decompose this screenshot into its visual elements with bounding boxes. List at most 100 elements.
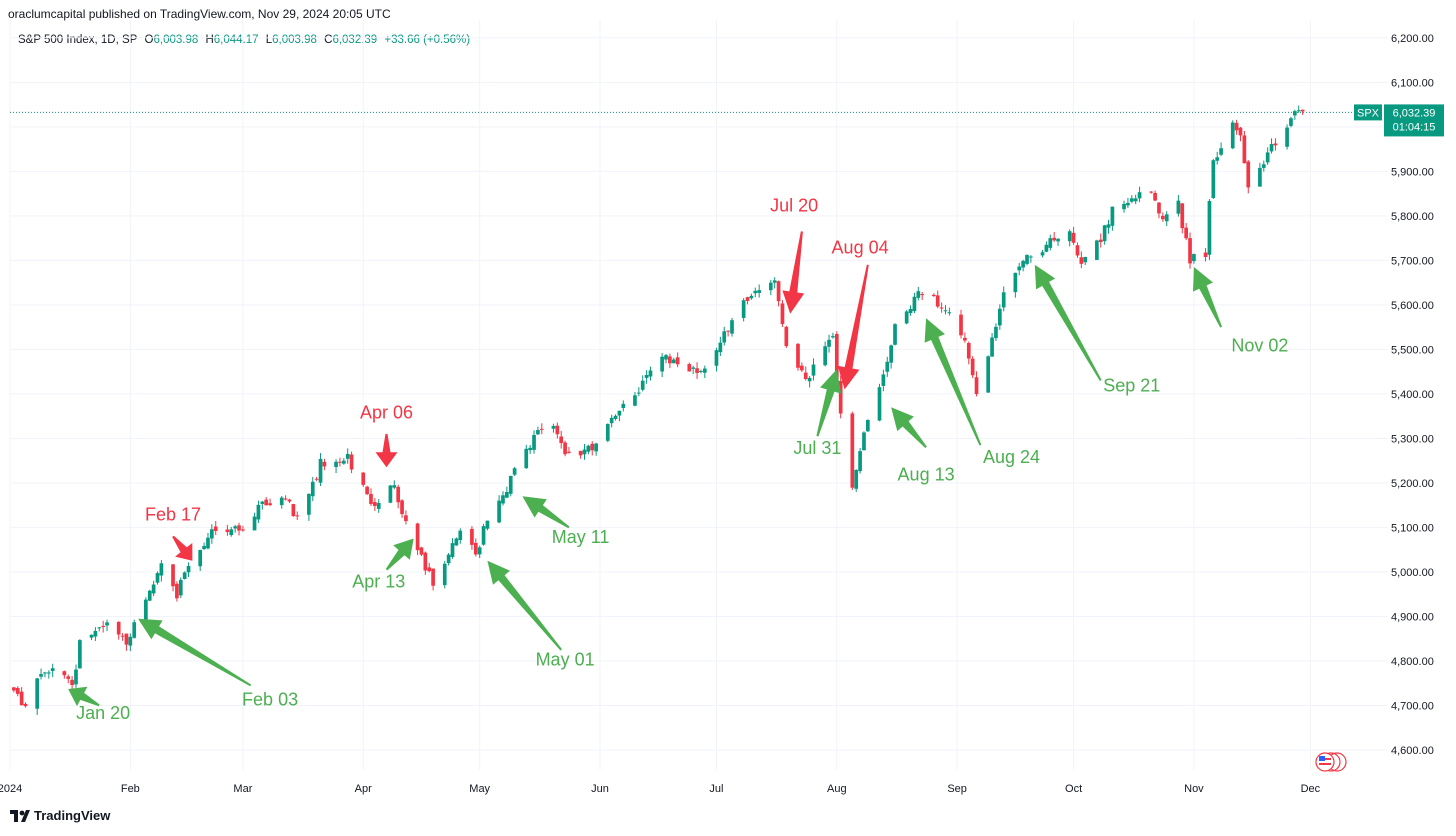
legend-low-label: L xyxy=(265,34,273,46)
candle-body xyxy=(590,443,595,451)
flag-stripe xyxy=(1319,763,1331,765)
candle-body xyxy=(322,461,327,467)
candle-body xyxy=(757,290,762,293)
annotation-arrow xyxy=(1034,264,1102,381)
candle-body xyxy=(1129,198,1134,202)
candle-body xyxy=(392,485,397,488)
candle-body xyxy=(718,342,723,353)
time-tick-label: Nov xyxy=(1184,783,1204,795)
candle-body xyxy=(128,636,133,646)
candle-body xyxy=(1234,122,1239,131)
candle-body xyxy=(485,520,490,529)
candle-body xyxy=(237,525,241,531)
annotation-label: Sep 21 xyxy=(1103,376,1160,396)
candle-body xyxy=(78,640,82,669)
candle-body xyxy=(582,449,587,455)
candle-body xyxy=(264,499,269,506)
flag-canton xyxy=(1319,756,1325,761)
candle-body xyxy=(532,434,536,450)
candle-body xyxy=(695,368,699,373)
candle-body xyxy=(171,564,175,587)
annotation-label: Jan 20 xyxy=(76,703,130,723)
candle-body xyxy=(431,568,435,586)
candle-body xyxy=(427,567,432,572)
symbol-legend: S&P 500 Index, 1D, SP O6,003.98 H6,044.1… xyxy=(18,34,474,46)
candle-body xyxy=(198,549,203,567)
candle-body xyxy=(12,687,16,691)
candle-body xyxy=(23,703,28,707)
candle-body xyxy=(866,420,870,432)
candle-body xyxy=(97,627,102,629)
candle-body xyxy=(963,337,967,341)
candle-body xyxy=(295,515,300,517)
annotation-label: May 11 xyxy=(552,527,610,547)
candle-body xyxy=(178,579,183,596)
candle-body xyxy=(1289,118,1293,126)
annotation-label: Jul 31 xyxy=(793,438,841,458)
candle-body xyxy=(780,303,785,325)
candle-body xyxy=(539,428,544,430)
candle-body xyxy=(256,504,261,520)
badge-price-bg xyxy=(1384,104,1444,137)
candle-body xyxy=(831,336,835,338)
candle-body xyxy=(1242,135,1247,164)
price-tick-label: 4,800.00 xyxy=(1391,656,1434,668)
candle-body xyxy=(1188,238,1192,264)
price-tick-label: 4,900.00 xyxy=(1391,611,1434,623)
candle-body xyxy=(400,500,404,515)
candle-body xyxy=(1067,231,1072,242)
price-tick-label: 5,200.00 xyxy=(1391,478,1434,490)
candle-body xyxy=(497,500,501,523)
candle-body xyxy=(567,451,571,453)
candle-body xyxy=(442,563,447,586)
candle-body xyxy=(1269,144,1274,152)
candle-body xyxy=(664,355,668,360)
candle-body xyxy=(74,669,78,685)
candle-body xyxy=(1265,152,1270,163)
candle-body xyxy=(66,676,71,679)
candle-body xyxy=(1292,111,1297,116)
candle-body xyxy=(605,423,610,441)
candle-body xyxy=(776,281,781,302)
candle-body xyxy=(726,330,730,332)
candle-body xyxy=(338,461,342,463)
candle-body xyxy=(446,554,451,564)
price-tick-label: 5,100.00 xyxy=(1391,522,1434,534)
candle-body xyxy=(1098,239,1103,243)
candle-body xyxy=(225,529,230,533)
candle-body xyxy=(334,461,338,468)
flag-face xyxy=(1315,752,1335,772)
candle-body xyxy=(699,371,703,373)
annotation-arrow xyxy=(138,618,252,687)
candle-body xyxy=(636,392,641,394)
candle-body xyxy=(1052,237,1057,241)
candle-body xyxy=(1075,245,1080,256)
candle-body xyxy=(959,314,963,336)
time-axis[interactable]: 2024 Feb Mar Apr May Jun Jul Aug Sep Oct Nov Dec xyxy=(0,783,1321,795)
us-flag-icon[interactable] xyxy=(1315,752,1347,772)
candle-body xyxy=(345,453,350,459)
price-axis[interactable]: 4,600.00 4,700.00 4,800.00 4,900.00 5,000.00… xyxy=(1391,33,1434,757)
candle-body xyxy=(206,537,210,549)
candle-body xyxy=(132,622,137,638)
grid-lines xyxy=(9,20,1388,770)
candle-body xyxy=(1040,252,1045,256)
candle-body xyxy=(1219,148,1223,155)
candle-body xyxy=(1296,110,1301,112)
candle-body xyxy=(450,543,455,557)
candle-body xyxy=(1215,157,1220,161)
candle-body xyxy=(155,573,160,583)
tradingview-logo-icon xyxy=(10,809,30,822)
candle-body xyxy=(1207,200,1212,255)
candle-body xyxy=(838,380,843,414)
tradingview-brand[interactable]: TradingView xyxy=(10,808,110,823)
candle-body xyxy=(803,372,808,380)
candle-body xyxy=(1013,272,1018,293)
candle-body xyxy=(373,502,377,506)
candle-body xyxy=(908,308,913,313)
price-tick-label: 5,300.00 xyxy=(1391,433,1434,445)
candle-body xyxy=(1157,202,1161,214)
candle-body xyxy=(477,547,482,555)
candle-body xyxy=(1137,192,1142,199)
